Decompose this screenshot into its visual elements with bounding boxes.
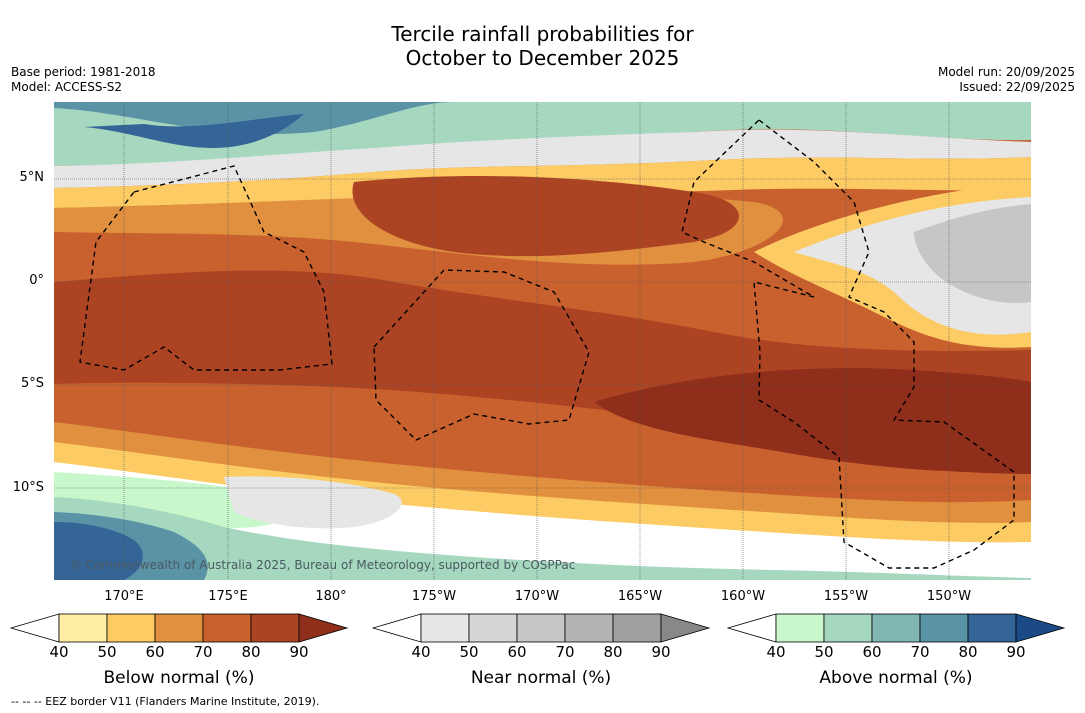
colorbar-above-cell [919,613,969,643]
colorbar-near-tick: 70 [555,643,575,661]
colorbar-near-tick: 60 [507,643,527,661]
colorbar-near-cell [516,613,566,643]
graticule [54,102,1031,580]
colorbar-below-min-arrow [10,613,60,643]
lon-label-160w: 160°W [720,589,766,604]
colorbar-below-cell [106,613,156,643]
meta-left: Base period: 1981-2018 Model: ACCESS-S2 [11,65,156,95]
lon-label-155w: 155°W [823,589,869,604]
eez-borders [79,119,1015,569]
colorbar-above-min-arrow [727,613,777,643]
lon-label-175e: 175°E [208,589,248,604]
region-below-80-center [352,176,739,257]
colorbar-below-cell [58,613,108,643]
colorbar-near-cell [420,613,470,643]
colorbar-above-tick: 80 [958,643,978,661]
colorbar-near-tick: 90 [651,643,671,661]
colorbar-above-cell [823,613,873,643]
colorbar-below-tick: 90 [289,643,309,661]
colorbar-below-cell [202,613,252,643]
colorbar-below-tick: 50 [97,643,117,661]
colorbar-below-tick: 70 [193,643,213,661]
lon-label-180: 180° [315,589,347,604]
lon-label-150w: 150°W [926,589,972,604]
base-period: Base period: 1981-2018 [11,65,156,79]
colorbar-near [372,613,711,643]
colorbar-above-tick: 50 [814,643,834,661]
region-below-70-south [54,402,1031,527]
colorbar-above-cell [775,613,825,643]
colorbar-above-tick: 60 [862,643,882,661]
colorbar-below [10,613,349,643]
map-canvas [54,102,1031,580]
probability-map [54,102,1031,580]
colorbar-near-min-arrow [372,613,422,643]
lat-label-equator: 0° [29,273,44,288]
colorbar-above-title: Above normal (%) [819,668,973,688]
issued-date: Issued: 22/09/2025 [959,80,1075,94]
region-below-90-southeast [594,368,1031,474]
region-near-south [224,476,402,529]
colorbar-above-cell [967,613,1017,643]
colorbar-near-max-arrow [660,613,711,643]
eez-kiribati-phoenix [373,269,590,441]
colorbar-above-tick: 40 [766,643,786,661]
colorbar-below-max-arrow [298,613,349,643]
colorbar-below-cell [154,613,204,643]
lon-label-170e: 170°E [104,589,144,604]
colorbar-above [727,613,1066,643]
colorbar-below-tick: 40 [49,643,69,661]
colorbar-below-title: Below normal (%) [103,668,255,688]
title-line-1: Tercile rainfall probabilities for [391,22,694,46]
colorbar-below-tick: 60 [145,643,165,661]
region-above-north-deep [84,114,304,148]
model-run: Model run: 20/09/2025 [937,65,1075,79]
lon-label-175w: 175°W [411,589,457,604]
colorbar-above-tick: 70 [910,643,930,661]
colorbar-near-title: Near normal (%) [470,668,612,688]
meta-right: Model run: 20/09/2025 Issued: 22/09/2025 [938,65,1075,95]
colorbar-near-tick: 40 [411,643,431,661]
colorbar-near-cell [612,613,662,643]
lon-label-170w: 170°W [514,589,560,604]
colorbar-above-cell [871,613,921,643]
lat-label-10s: 10°S [12,480,44,495]
model-name: Model: ACCESS-S2 [11,80,123,94]
region-near-east-strong [914,204,1031,303]
lat-label-5s: 5°S [20,376,44,391]
colorbar-near-tick: 50 [459,643,479,661]
region-above-80-south [54,522,143,580]
lat-label-5n: 5°N [19,170,45,185]
region-below-60-south [54,422,1031,538]
colorbar-above-max-arrow [1015,613,1066,643]
colorbar-near-cell [564,613,614,643]
region-near-north [54,129,1031,188]
region-below-50-south [54,442,1031,555]
map-title: Tercile rainfall probabilities for Octob… [0,22,1085,70]
title-line-2: October to December 2025 [405,46,680,70]
eez-kiribati-line [681,119,1015,569]
colorbar-above-tick: 90 [1006,643,1026,661]
region-above-north-strong [54,102,454,135]
region-above-50-south [54,497,1031,580]
eez-footnote: -- -- -- EEZ border V11 (Flanders Marine… [11,695,320,708]
colorbar-below-tick: 80 [241,643,261,661]
colorbar-near-tick: 80 [603,643,623,661]
copyright-notice: © Commonwealth of Australia 2025, Bureau… [70,558,576,572]
eez-kiribati-gilbert [79,165,333,371]
colorbar-near-cell [468,613,518,643]
lon-label-165w: 165°W [617,589,663,604]
colorbar-below-cell [250,613,300,643]
